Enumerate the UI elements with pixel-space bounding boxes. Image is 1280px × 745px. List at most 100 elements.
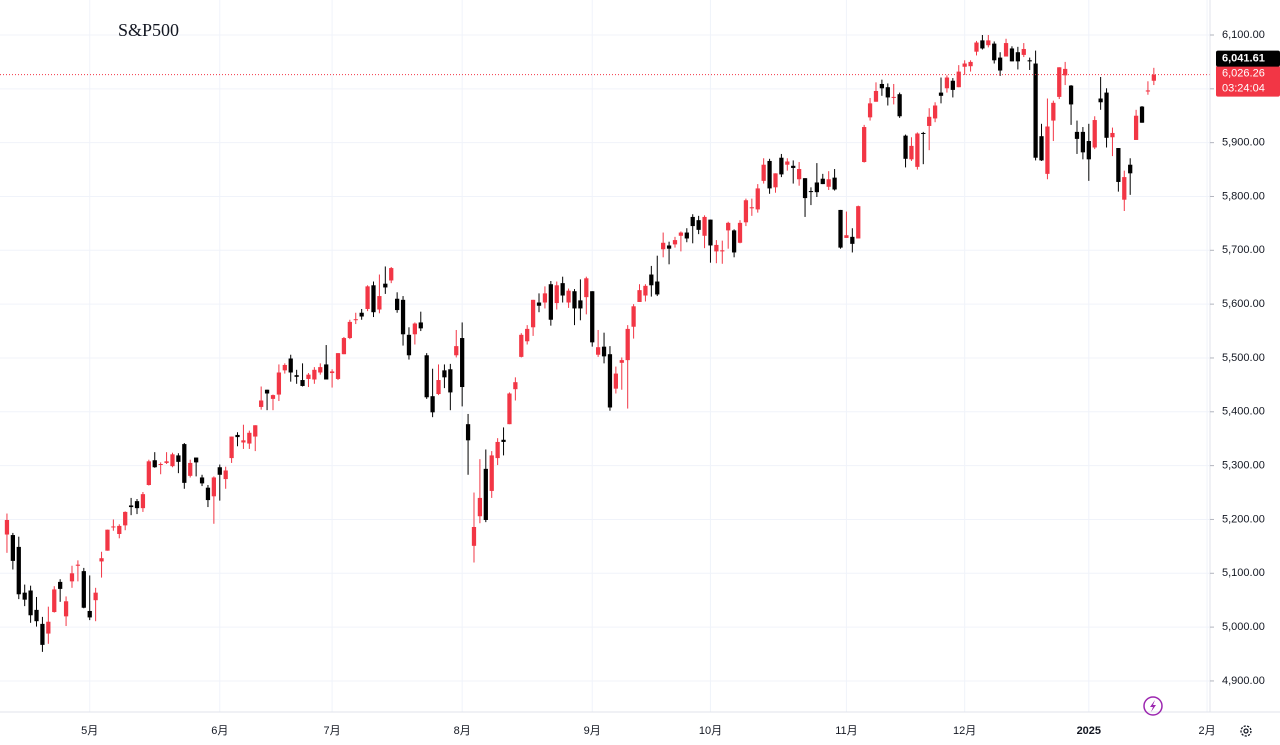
candle-body	[424, 355, 429, 398]
candle-body	[519, 334, 524, 357]
candle-body	[903, 135, 908, 159]
candle-body	[483, 468, 488, 520]
candle-body	[294, 375, 299, 377]
candle-body	[270, 395, 276, 399]
candle-body	[601, 346, 607, 357]
candle-body	[897, 94, 902, 117]
candle-body	[873, 90, 879, 102]
candle-body	[767, 160, 772, 189]
x-tick-label: 12月	[953, 725, 976, 737]
axes: 4,900.00 5,000.00 5,100.00 5,200.00 5,300.00…	[81, 29, 1280, 737]
candle-body	[590, 291, 595, 343]
candle-body	[714, 244, 719, 252]
candle-body	[726, 222, 731, 231]
candle-body	[613, 373, 618, 389]
candle-body	[820, 178, 825, 185]
candle-body	[938, 92, 944, 96]
candle-body	[28, 590, 33, 616]
candle-body	[1122, 177, 1127, 200]
candle-body	[992, 43, 997, 61]
candle-body	[430, 396, 435, 413]
candle-body	[1068, 85, 1074, 105]
candle-body	[915, 133, 920, 167]
candle-body	[335, 353, 341, 379]
candle-body	[46, 621, 51, 634]
candle-body	[217, 467, 222, 475]
candle-body	[199, 477, 205, 484]
candle-body	[347, 321, 352, 339]
candle-body	[465, 424, 471, 441]
candle-body	[962, 63, 967, 67]
candle-body	[170, 454, 175, 467]
candle-body	[40, 623, 45, 645]
marker-price-box	[1216, 50, 1280, 67]
candle-body	[950, 80, 955, 90]
candle-body	[1051, 102, 1056, 121]
candle-body	[542, 293, 548, 303]
candle-body	[944, 77, 950, 89]
candle-body	[182, 444, 187, 483]
candle-body	[164, 461, 169, 463]
candle-body	[826, 179, 831, 187]
candle-body	[566, 290, 571, 303]
candle-body	[696, 220, 701, 230]
candle-body	[755, 188, 760, 210]
candle-body	[134, 501, 140, 509]
candle-body	[1074, 131, 1080, 139]
candle-body	[152, 460, 157, 468]
candle-body	[117, 525, 122, 534]
settings-icon[interactable]	[1240, 725, 1252, 737]
candle-body	[1116, 148, 1121, 182]
x-tick-label: 5月	[81, 725, 98, 737]
y-tick-label: 5,900.00	[1222, 137, 1265, 149]
countdown-label: 03:24:04	[1222, 83, 1265, 95]
candle-body	[128, 505, 134, 508]
y-tick-label: 5,600.00	[1222, 298, 1265, 310]
last-price-label: 6,026.26	[1222, 68, 1265, 80]
candle-body	[436, 380, 441, 395]
candle-body	[779, 157, 784, 175]
candle-body	[501, 439, 506, 442]
candle-body	[318, 367, 323, 373]
candle-body	[672, 240, 678, 245]
candle-body	[495, 441, 500, 459]
candle-body	[637, 290, 642, 302]
candle-body	[194, 457, 199, 463]
candle-body	[389, 268, 394, 281]
candle-body	[418, 322, 423, 329]
candle-body	[81, 571, 86, 608]
candle-body	[578, 300, 583, 309]
candle-body	[87, 610, 92, 618]
y-tick-label: 5,200.00	[1222, 513, 1265, 525]
candle-body	[247, 432, 252, 444]
candle-body	[649, 274, 654, 286]
candle-body	[1092, 120, 1097, 148]
candle-body	[856, 206, 861, 239]
candle-body	[241, 440, 246, 443]
candle-body	[75, 564, 81, 566]
candle-body	[513, 382, 518, 390]
candle-body	[785, 161, 790, 165]
candle-body	[264, 389, 270, 394]
candle-body	[909, 145, 914, 160]
candle-body	[69, 573, 75, 582]
candle-body	[678, 232, 684, 236]
candle-body	[554, 285, 559, 304]
candle-body	[596, 347, 601, 355]
y-tick-label: 5,800.00	[1222, 190, 1265, 202]
candle-body	[862, 127, 867, 163]
candle-body	[625, 328, 630, 361]
candle-body	[448, 369, 453, 393]
candle-body	[341, 338, 347, 355]
lightning-icon[interactable]	[1143, 696, 1163, 716]
candle-body	[10, 535, 15, 561]
candle-body	[353, 319, 358, 321]
candle-body	[442, 370, 447, 378]
candle-body	[406, 334, 412, 356]
candle-body	[530, 299, 536, 328]
candle-body	[560, 283, 565, 296]
candle-body	[797, 169, 802, 180]
y-tick-label: 5,000.00	[1222, 621, 1265, 633]
candle-body	[146, 461, 151, 486]
